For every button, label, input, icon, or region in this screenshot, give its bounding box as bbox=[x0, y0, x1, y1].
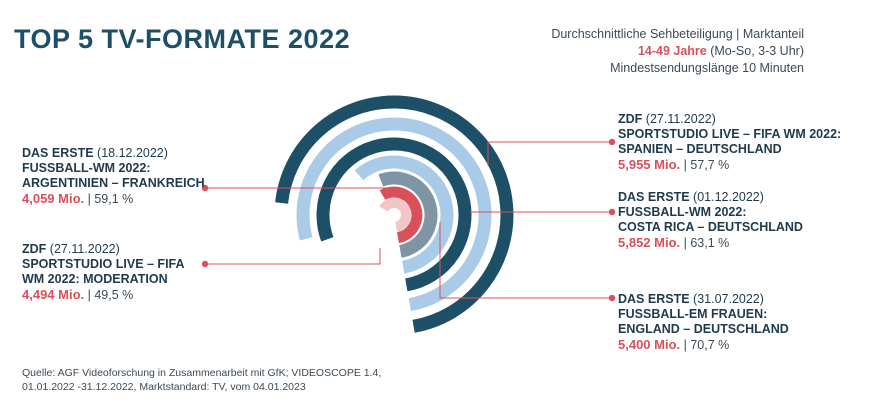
subtitle-line-1: Durchschnittliche Sehbeteiligung | Markt… bbox=[551, 27, 804, 41]
decorative-inner-ring bbox=[379, 198, 411, 232]
leader-dot bbox=[201, 184, 209, 192]
share-label: | 63,1 % bbox=[683, 236, 730, 250]
show-title-line: SPORTSTUDIO LIVE – FIFA WM 2022: bbox=[618, 127, 842, 141]
chart-subtitle: Durchschnittliche Sehbeteiligung | Markt… bbox=[464, 26, 804, 77]
share-label: | 70,7 % bbox=[683, 338, 730, 352]
decorative-rings bbox=[379, 186, 423, 244]
date-label: (31.07.2022) bbox=[693, 292, 764, 306]
callout-das-erste-costa-rica: DAS ERSTE (01.12.2022) FUSSBALL-WM 2022:… bbox=[618, 190, 803, 251]
source-line-2: 01.01.2022 -31.12.2022, Marktstandard: T… bbox=[22, 381, 306, 393]
show-title-line: ARGENTINIEN – FRANKREICH bbox=[22, 176, 205, 190]
source-note: Quelle: AGF Videoforschung in Zusammenar… bbox=[22, 366, 381, 394]
subtitle-line-3: Mindestsendungslänge 10 Minuten bbox=[610, 61, 804, 75]
value-label: 5,852 Mio. bbox=[618, 235, 681, 250]
show-title-line: WM 2022: MODERATION bbox=[22, 272, 168, 286]
share-label: | 59,1 % bbox=[87, 192, 134, 206]
subtitle-line-2: 14-49 Jahre (Mo-So, 3-3 Uhr) bbox=[464, 43, 804, 60]
channel-label: DAS ERSTE bbox=[618, 292, 690, 306]
leader-lines bbox=[201, 138, 616, 302]
radial-bars bbox=[275, 95, 514, 333]
show-title-line: COSTA RICA – DEUTSCHLAND bbox=[618, 220, 803, 234]
channel-label: DAS ERSTE bbox=[618, 190, 690, 204]
date-label: (18.12.2022) bbox=[97, 146, 168, 160]
leader-dot bbox=[608, 294, 616, 302]
date-label: (27.11.2022) bbox=[49, 242, 120, 256]
radial-bar-2 bbox=[296, 117, 492, 311]
page-title: TOP 5 TV-FORMATE 2022 bbox=[14, 24, 351, 54]
callout-das-erste-em-frauen: DAS ERSTE (31.07.2022) FUSSBALL-EM FRAUE… bbox=[618, 292, 789, 353]
leader-line-spanien bbox=[487, 141, 612, 166]
age-group-highlight: 14-49 Jahre bbox=[637, 44, 707, 58]
decorative-inner-ring bbox=[379, 186, 423, 244]
leader-line-em-frauen bbox=[439, 222, 612, 299]
show-title-line: ENGLAND – DEUTSCHLAND bbox=[618, 322, 789, 336]
leader-line-moderation bbox=[205, 248, 381, 265]
source-line-1: Quelle: AGF Videoforschung in Zusammenar… bbox=[22, 367, 382, 379]
show-title-line: SPANIEN – DEUTSCHLAND bbox=[618, 142, 782, 156]
show-title-line: FUSSBALL-WM 2022: bbox=[618, 205, 747, 219]
value-label: 5,400 Mio. bbox=[618, 337, 681, 352]
leader-dot bbox=[608, 138, 616, 146]
channel-label: ZDF bbox=[22, 242, 47, 256]
radial-bar-3 bbox=[316, 137, 472, 292]
callout-das-erste-argentinien: DAS ERSTE (18.12.2022) FUSSBALL-WM 2022:… bbox=[22, 146, 205, 207]
show-title-line: FUSSBALL-EM FRAUEN: bbox=[618, 307, 768, 321]
show-title-line: SPORTSTUDIO LIVE – FIFA bbox=[22, 257, 185, 271]
value-label: 4,494 Mio. bbox=[22, 287, 85, 302]
share-label: | 49,5 % bbox=[87, 288, 134, 302]
leader-dot bbox=[608, 208, 616, 216]
channel-label: ZDF bbox=[618, 112, 643, 126]
share-label: | 57,7 % bbox=[683, 158, 730, 172]
radial-bar-1 bbox=[275, 95, 514, 333]
channel-label: DAS ERSTE bbox=[22, 146, 94, 160]
leader-dot bbox=[201, 260, 209, 268]
value-label: 5,955 Mio. bbox=[618, 157, 681, 172]
radial-bar-5 bbox=[378, 171, 438, 258]
callout-zdf-moderation: ZDF (27.11.2022) SPORTSTUDIO LIVE – FIFA… bbox=[22, 242, 185, 303]
show-title-line: FUSSBALL-WM 2022: bbox=[22, 161, 151, 175]
date-label: (01.12.2022) bbox=[693, 190, 764, 204]
date-label: (27.11.2022) bbox=[645, 112, 716, 126]
time-range: (Mo-So, 3-3 Uhr) bbox=[706, 44, 804, 58]
radial-bar-4 bbox=[354, 155, 454, 274]
callout-zdf-spanien: ZDF (27.11.2022) SPORTSTUDIO LIVE – FIFA… bbox=[618, 112, 841, 173]
value-label: 4,059 Mio. bbox=[22, 191, 85, 206]
